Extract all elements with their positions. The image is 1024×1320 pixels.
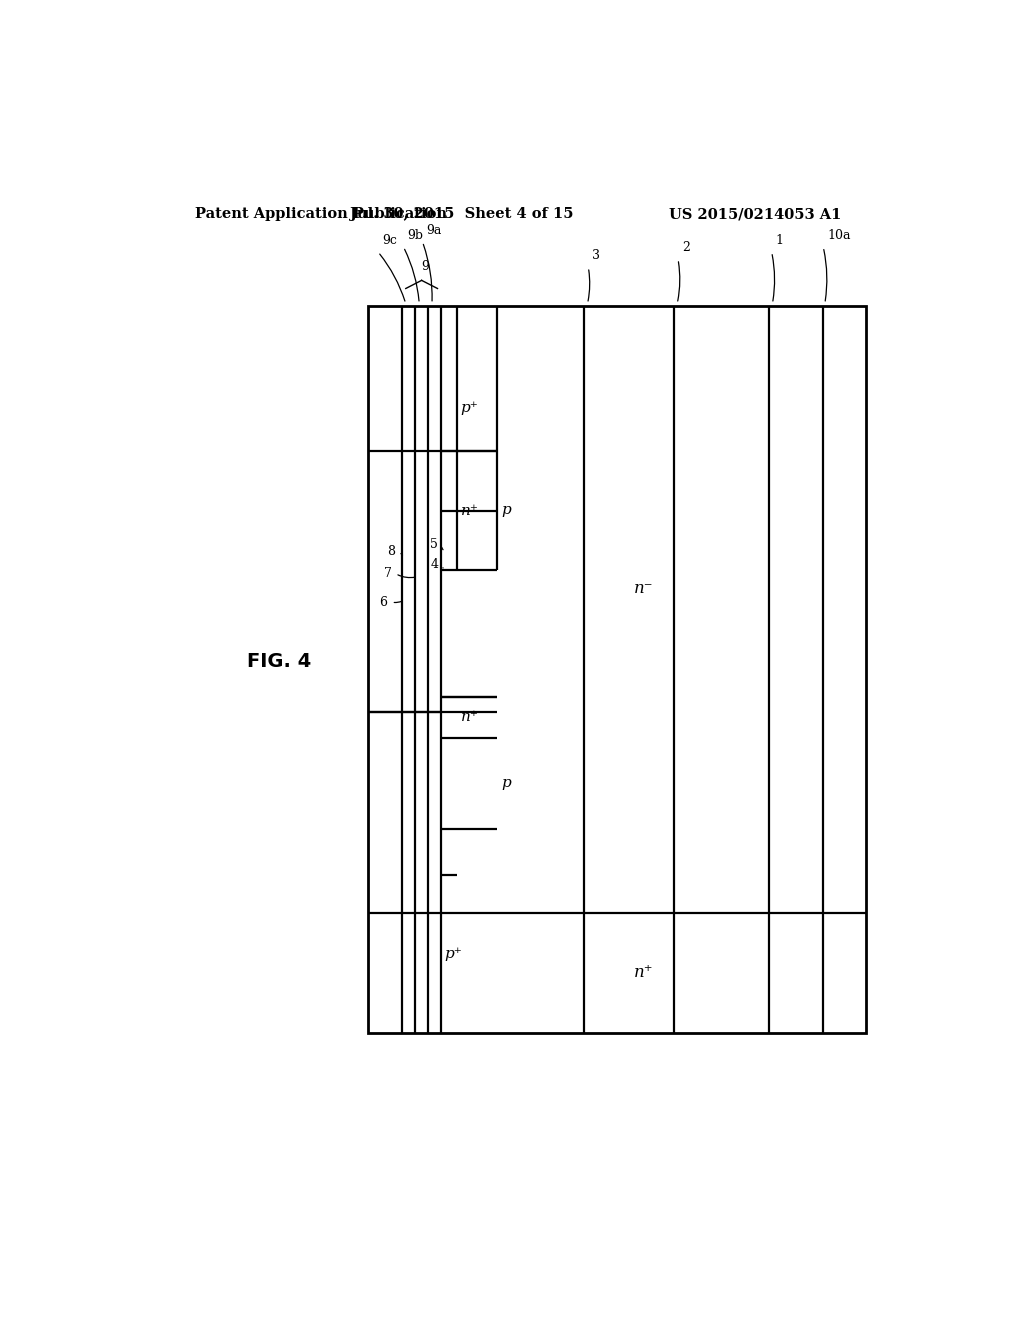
Text: p: p xyxy=(501,503,511,517)
Text: 9c: 9c xyxy=(382,234,397,247)
Text: 2: 2 xyxy=(682,242,690,253)
Bar xyxy=(369,306,866,1032)
Text: n⁻: n⁻ xyxy=(634,581,653,598)
Text: 9b: 9b xyxy=(408,228,423,242)
Text: 5: 5 xyxy=(430,539,437,552)
Text: US 2015/0214053 A1: US 2015/0214053 A1 xyxy=(669,207,841,222)
Text: p⁺: p⁺ xyxy=(444,946,463,961)
Text: 8: 8 xyxy=(387,545,395,558)
Text: 1: 1 xyxy=(775,234,783,247)
Text: p⁺: p⁺ xyxy=(461,401,478,416)
Text: 9: 9 xyxy=(422,260,429,273)
Text: n⁺: n⁺ xyxy=(461,504,478,517)
Text: FIG. 4: FIG. 4 xyxy=(247,652,311,671)
Text: p: p xyxy=(501,776,511,791)
Text: 3: 3 xyxy=(592,249,600,263)
Text: Jul. 30, 2015  Sheet 4 of 15: Jul. 30, 2015 Sheet 4 of 15 xyxy=(349,207,573,222)
Text: Patent Application Publication: Patent Application Publication xyxy=(196,207,447,222)
Text: 9a: 9a xyxy=(426,223,441,236)
Text: 6: 6 xyxy=(380,595,387,609)
Text: 4: 4 xyxy=(431,558,439,572)
Text: n⁺: n⁺ xyxy=(634,964,653,981)
Text: 10a: 10a xyxy=(827,228,851,242)
Text: n⁺: n⁺ xyxy=(461,710,478,725)
Text: 7: 7 xyxy=(384,568,391,579)
